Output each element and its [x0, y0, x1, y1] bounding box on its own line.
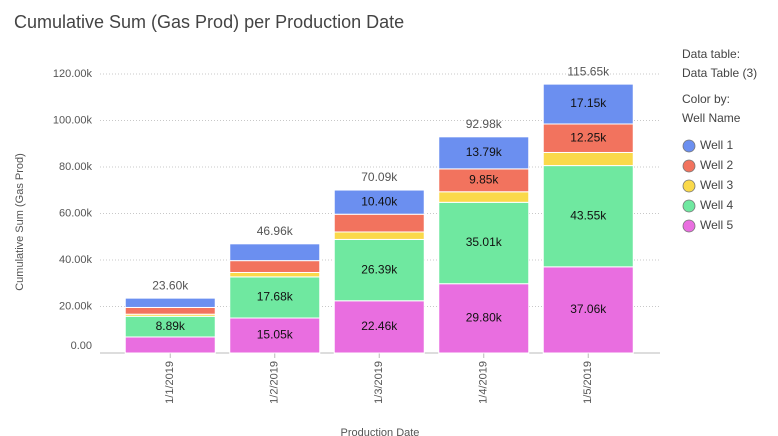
- legend-entry[interactable]: Well 3: [700, 178, 733, 192]
- x-tick-label: 1/1/2019: [164, 361, 176, 404]
- bar-segment: [124, 306, 216, 315]
- total-label: 23.60k: [152, 278, 189, 292]
- bar-segment: [333, 300, 425, 354]
- value-label: 10.40k: [361, 194, 398, 208]
- y-tick-label: 40.00k: [59, 254, 93, 266]
- panel-value[interactable]: Data Table (3): [682, 66, 757, 80]
- bar-segment: [333, 238, 425, 302]
- bar-segment: [229, 317, 321, 354]
- y-tick-label: 80.00k: [59, 161, 93, 173]
- legend-swatch: [682, 139, 696, 153]
- value-label: 26.39k: [361, 262, 398, 276]
- legend-swatch: [682, 199, 696, 213]
- value-label: 17.68k: [257, 290, 294, 304]
- value-label: 35.01k: [466, 235, 503, 249]
- bar-segment: [229, 243, 321, 262]
- value-label: 13.79k: [466, 145, 503, 159]
- y-axis-title: Cumulative Sum (Gas Prod): [14, 153, 26, 291]
- bar-segment: [542, 83, 634, 125]
- x-tick-label: 1/5/2019: [582, 361, 594, 404]
- y-tick-label: 100.00k: [53, 114, 93, 126]
- value-label: 15.05k: [257, 328, 294, 342]
- legend-swatch: [682, 219, 696, 233]
- legend-entry[interactable]: Well 2: [700, 158, 733, 172]
- bar-segment: [229, 271, 321, 278]
- bar-segment: [333, 189, 425, 215]
- value-label: 29.80k: [466, 311, 503, 325]
- value-label: 37.06k: [570, 302, 607, 316]
- bar-segment: [229, 276, 321, 319]
- y-tick-label: 60.00k: [59, 207, 93, 219]
- value-label: 22.46k: [361, 319, 398, 333]
- bar-segment: [124, 336, 216, 354]
- bar-segment: [542, 151, 634, 167]
- y-tick-label: 20.00k: [59, 300, 93, 312]
- bar-segment: [333, 213, 425, 233]
- y-tick-label: 120.00k: [53, 68, 93, 80]
- legend-entry[interactable]: Well 4: [700, 198, 733, 212]
- total-label: 115.65k: [567, 64, 610, 78]
- x-axis-title: Production Date: [341, 427, 420, 436]
- bar-segment: [438, 201, 530, 285]
- value-label: 43.55k: [570, 208, 607, 222]
- value-label: 17.15k: [570, 96, 607, 110]
- panel-value[interactable]: Well Name: [682, 111, 741, 125]
- panel-label: Color by:: [682, 92, 730, 106]
- panel-label: Data table:: [682, 47, 740, 61]
- legend-entry[interactable]: Well 1: [700, 138, 733, 152]
- value-label: 8.89k: [156, 319, 186, 333]
- chart-title: Cumulative Sum (Gas Prod) per Production…: [14, 12, 404, 32]
- legend-swatch: [682, 159, 696, 173]
- bar-segment: [438, 136, 530, 170]
- total-label: 46.96k: [257, 224, 294, 238]
- legend-entry[interactable]: Well 5: [700, 218, 733, 232]
- y-tick-label: 0.00: [71, 340, 92, 352]
- bar-segment: [229, 260, 321, 273]
- value-label: 12.25k: [570, 130, 607, 144]
- total-label: 92.98k: [466, 117, 503, 131]
- x-tick-label: 1/4/2019: [478, 361, 490, 404]
- total-label: 70.09k: [361, 170, 398, 184]
- bar-segment: [333, 231, 425, 240]
- bar-segment: [438, 283, 530, 354]
- value-label: 9.85k: [469, 173, 499, 187]
- x-tick-label: 1/2/2019: [269, 361, 281, 404]
- bar-segment: [438, 191, 530, 203]
- x-tick-label: 1/3/2019: [373, 361, 385, 404]
- bar-segment: [542, 165, 634, 268]
- legend-swatch: [682, 179, 696, 193]
- bar-segment: [124, 297, 216, 308]
